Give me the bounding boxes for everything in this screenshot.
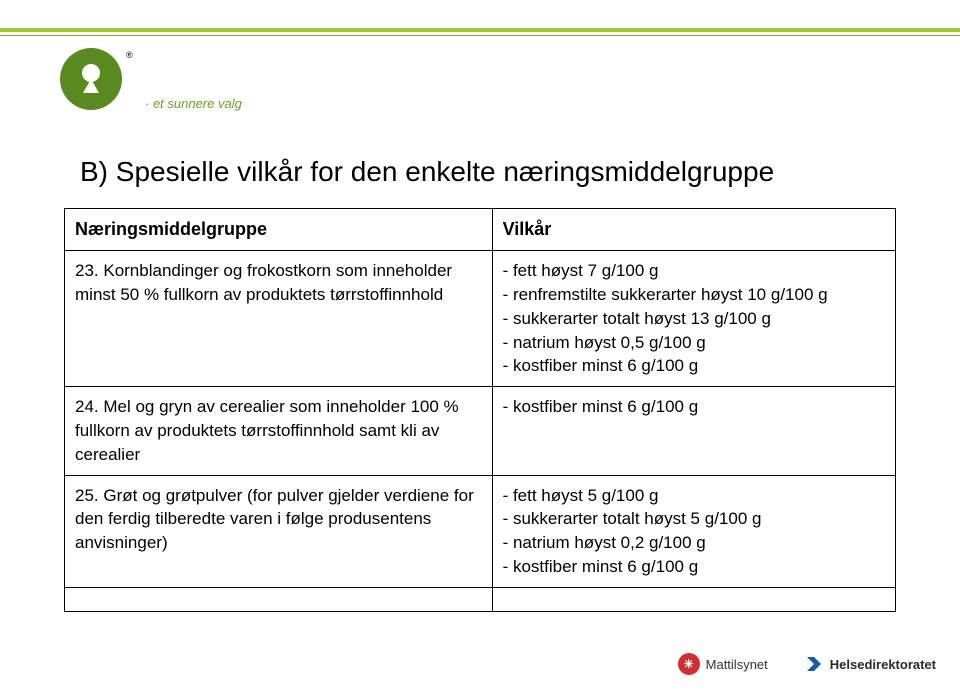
helsedirektoratet-icon <box>804 654 824 674</box>
helsedirektoratet-label: Helsedirektoratet <box>830 657 936 672</box>
cell-group: 23. Kornblandinger og frokostkorn som in… <box>65 251 493 387</box>
stripe-thin <box>0 35 960 36</box>
cell-criteria: - kostfiber minst 6 g/100 g <box>492 387 895 475</box>
page-heading: B) Spesielle vilkår for den enkelte næri… <box>80 156 774 188</box>
footer-logos: ✳ Mattilsynet Helsedirektoratet <box>0 646 960 682</box>
table-row: 24. Mel og gryn av cerealier som innehol… <box>65 387 896 475</box>
table-header-row: Næringsmiddelgruppe Vilkår <box>65 209 896 251</box>
table-empty-row <box>65 587 896 611</box>
table-row: 23. Kornblandinger og frokostkorn som in… <box>65 251 896 387</box>
keyhole-icon <box>80 64 102 94</box>
logo-circle <box>60 48 122 110</box>
registered-mark: ® <box>126 50 133 60</box>
cell-criteria: - fett høyst 7 g/100 g- renfremstilte su… <box>492 251 895 387</box>
slide-page: ® · et sunnere valg B) Spesielle vilkår … <box>0 0 960 694</box>
table-row: 25. Grøt og grøtpulver (for pulver gjeld… <box>65 475 896 587</box>
top-stripes <box>0 28 960 36</box>
mattilsynet-label: Mattilsynet <box>706 657 768 672</box>
mattilsynet-logo: ✳ Mattilsynet <box>678 653 768 675</box>
criteria-table: Næringsmiddelgruppe Vilkår 23. Kornbland… <box>64 208 896 612</box>
helsedirektoratet-logo: Helsedirektoratet <box>804 654 936 674</box>
cell-group: 24. Mel og gryn av cerealier som innehol… <box>65 387 493 475</box>
cell-group: 25. Grøt og grøtpulver (for pulver gjeld… <box>65 475 493 587</box>
empty-cell <box>492 587 895 611</box>
cell-criteria: - fett høyst 5 g/100 g- sukkerarter tota… <box>492 475 895 587</box>
empty-cell <box>65 587 493 611</box>
th-group: Næringsmiddelgruppe <box>65 209 493 251</box>
keyhole-logo: ® <box>60 48 132 120</box>
tagline: · et sunnere valg <box>145 96 242 111</box>
table-body: 23. Kornblandinger og frokostkorn som in… <box>65 251 896 612</box>
th-criteria: Vilkår <box>492 209 895 251</box>
mattilsynet-icon: ✳ <box>678 653 700 675</box>
